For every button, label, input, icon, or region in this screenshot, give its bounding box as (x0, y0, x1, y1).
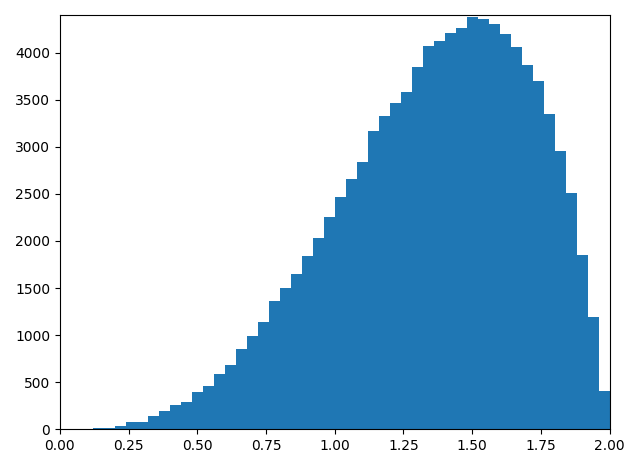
Bar (269, 301, 280, 429)
Bar (280, 288, 291, 429)
Bar (192, 392, 203, 429)
Bar (159, 410, 170, 429)
Bar (247, 336, 258, 429)
Bar (445, 33, 456, 429)
Bar (532, 81, 544, 429)
Bar (148, 416, 159, 429)
Bar (477, 19, 489, 429)
Bar (291, 274, 302, 429)
Bar (225, 365, 236, 429)
Bar (522, 65, 532, 429)
Bar (346, 179, 356, 429)
Bar (544, 114, 555, 429)
Bar (115, 425, 126, 429)
Bar (555, 151, 566, 429)
Bar (104, 428, 115, 429)
Bar (324, 217, 335, 429)
Bar (214, 373, 225, 429)
Bar (258, 322, 269, 429)
Bar (566, 193, 577, 429)
Bar (489, 24, 500, 429)
Bar (500, 34, 511, 429)
Bar (412, 67, 423, 429)
Bar (302, 256, 313, 429)
Bar (379, 117, 390, 429)
Bar (598, 391, 610, 429)
Bar (434, 41, 445, 429)
Bar (203, 386, 214, 429)
Bar (588, 317, 598, 429)
Bar (335, 197, 346, 429)
Bar (170, 405, 181, 429)
Bar (126, 422, 137, 429)
Bar (577, 256, 588, 429)
Bar (313, 238, 324, 429)
Bar (93, 428, 104, 429)
Bar (356, 162, 368, 429)
Bar (423, 46, 434, 429)
Bar (401, 92, 412, 429)
Bar (467, 17, 477, 429)
Bar (456, 28, 467, 429)
Bar (236, 349, 247, 429)
Bar (137, 422, 148, 429)
Bar (390, 103, 401, 429)
Bar (511, 47, 522, 429)
Bar (368, 131, 379, 429)
Bar (181, 402, 192, 429)
